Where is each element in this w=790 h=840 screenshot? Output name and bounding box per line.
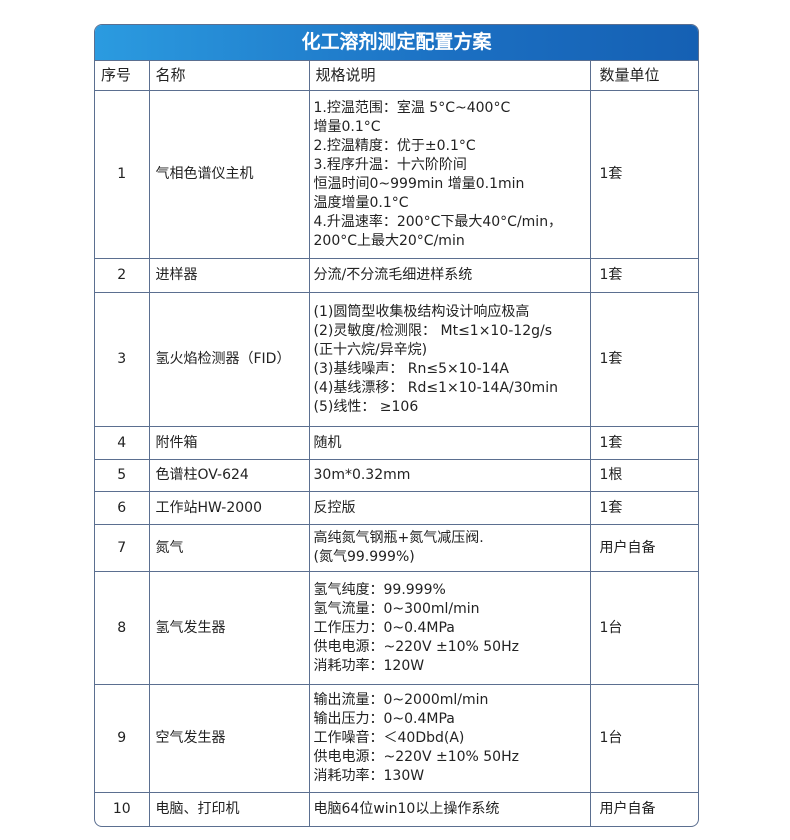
row-number: 4 — [95, 426, 150, 460]
item-spec: 反控版 — [308, 491, 591, 525]
row-number: 5 — [95, 459, 150, 492]
header-qty: 数量单位 — [589, 60, 698, 91]
item-spec: 高纯氮气钢瓶+氮气减压阀. (氮气99.999%) — [308, 524, 591, 572]
item-quantity: 1根 — [589, 459, 698, 492]
row-number: 8 — [95, 571, 150, 685]
item-spec: 分流/不分流毛细进样系统 — [308, 258, 591, 293]
row-number: 10 — [95, 792, 150, 826]
config-table: 序号 名称 规格说明 数量单位 1 气相色谱仪主机 1.控温范围：室温 5°C~40… — [95, 60, 698, 826]
item-name: 气相色谱仪主机 — [148, 90, 310, 259]
row-number: 9 — [95, 684, 150, 793]
config-table-card: 化工溶剂测定配置方案 序号 名称 规格说明 数量单位 1 气相色谱仪主机 1.控温范… — [94, 24, 699, 827]
item-name: 空气发生器 — [148, 684, 310, 793]
table-row: 8 氢气发生器 氢气纯度：99.999% 氢气流量：0~300ml/min 工作压力… — [95, 571, 698, 685]
header-name: 名称 — [148, 60, 310, 91]
item-name: 进样器 — [148, 258, 310, 293]
item-name: 工作站HW-2000 — [148, 491, 310, 525]
item-quantity: 用户自备 — [589, 792, 698, 826]
item-spec: 随机 — [308, 426, 591, 460]
item-name: 氢火焰检测器（FID） — [148, 292, 310, 427]
item-quantity: 1套 — [589, 90, 698, 259]
item-name: 氢气发生器 — [148, 571, 310, 685]
item-spec: 电脑64位win10以上操作系统 — [308, 792, 591, 826]
table-row: 10 电脑、打印机 电脑64位win10以上操作系统 用户自备 — [95, 792, 698, 826]
item-spec: (1)圆筒型收集极结构设计响应极高 (2)灵敏度/检测限： Mt≤1×10-12… — [308, 292, 591, 427]
item-quantity: 1台 — [589, 571, 698, 685]
row-number: 2 — [95, 258, 150, 293]
table-row: 3 氢火焰检测器（FID） (1)圆筒型收集极结构设计响应极高 (2)灵敏度/检测限… — [95, 292, 698, 427]
item-spec: 氢气纯度：99.999% 氢气流量：0~300ml/min 工作压力：0~0.4… — [308, 571, 591, 685]
header-spec: 规格说明 — [308, 60, 591, 91]
table-row: 6 工作站HW-2000 反控版 1套 — [95, 491, 698, 525]
table-title: 化工溶剂测定配置方案 — [95, 25, 698, 60]
item-spec: 1.控温范围：室温 5°C~400°C 增量0.1°C 2.控温精度：优于±0.… — [308, 90, 591, 259]
table-row: 9 空气发生器 输出流量：0~2000ml/min 输出压力：0~0.4MPa 工作… — [95, 684, 698, 793]
table-row: 5 色谱柱OV-624 30m*0.32mm 1根 — [95, 459, 698, 492]
item-quantity: 1套 — [589, 258, 698, 293]
table-row: 2 进样器 分流/不分流毛细进样系统 1套 — [95, 258, 698, 293]
item-quantity: 用户自备 — [589, 524, 698, 572]
item-spec: 输出流量：0~2000ml/min 输出压力：0~0.4MPa 工作噪音：＜40… — [308, 684, 591, 793]
row-number: 1 — [95, 90, 150, 259]
item-quantity: 1套 — [589, 292, 698, 427]
item-name: 电脑、打印机 — [148, 792, 310, 826]
row-number: 6 — [95, 491, 150, 525]
header-no: 序号 — [95, 60, 150, 91]
item-name: 色谱柱OV-624 — [148, 459, 310, 492]
item-spec: 30m*0.32mm — [308, 459, 591, 492]
table-row: 1 气相色谱仪主机 1.控温范围：室温 5°C~400°C 增量0.1°C 2.控温… — [95, 90, 698, 259]
header-row: 序号 名称 规格说明 数量单位 — [95, 60, 698, 91]
item-quantity: 1套 — [589, 491, 698, 525]
row-number: 7 — [95, 524, 150, 572]
table-row: 7 氮气 高纯氮气钢瓶+氮气减压阀. (氮气99.999%) 用户自备 — [95, 524, 698, 572]
table-row: 4 附件箱 随机 1套 — [95, 426, 698, 460]
item-name: 附件箱 — [148, 426, 310, 460]
item-quantity: 1台 — [589, 684, 698, 793]
item-name: 氮气 — [148, 524, 310, 572]
row-number: 3 — [95, 292, 150, 427]
item-quantity: 1套 — [589, 426, 698, 460]
